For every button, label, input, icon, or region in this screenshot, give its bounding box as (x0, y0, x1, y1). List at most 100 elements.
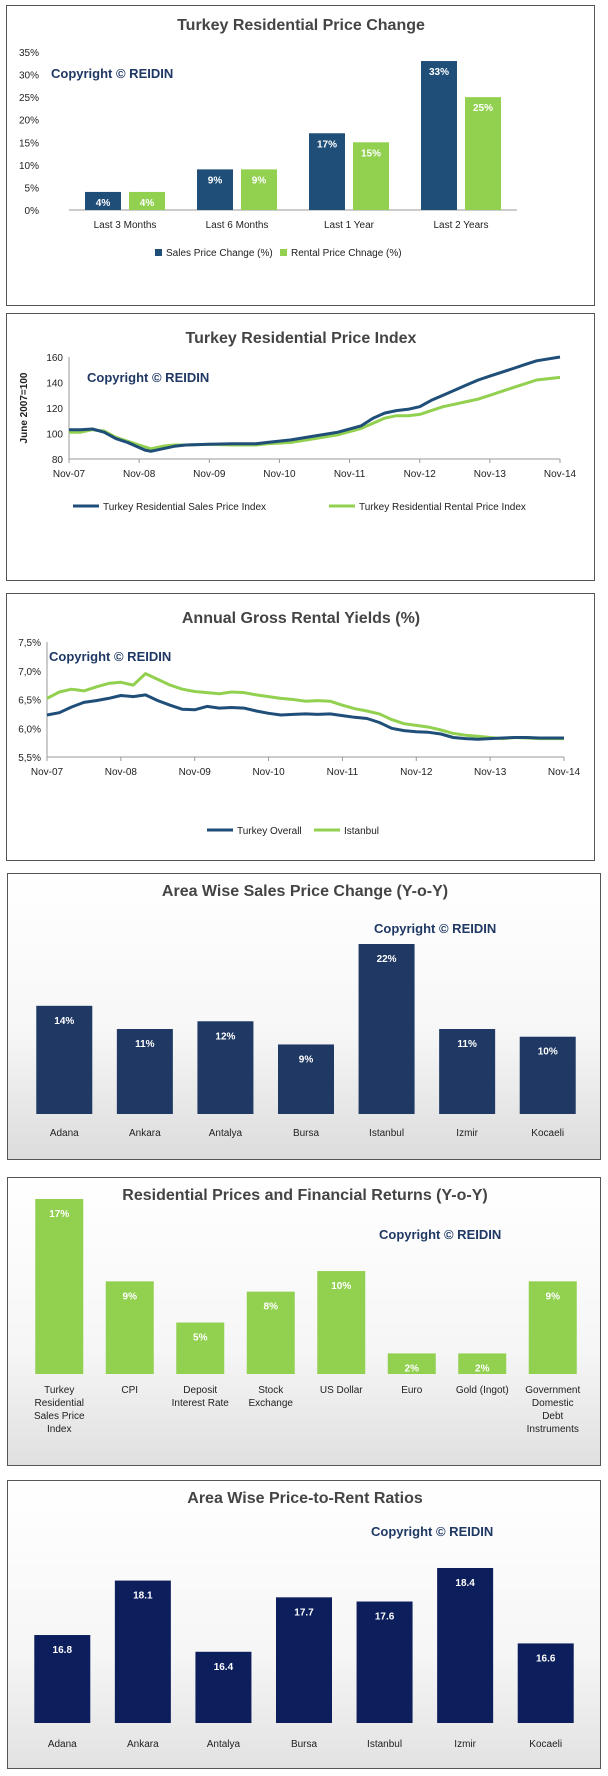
bar-data-label: 12% (215, 1031, 235, 1042)
bar (465, 97, 501, 210)
x-category-label: Adana (50, 1128, 79, 1139)
x-category-label: Adana (48, 1739, 77, 1750)
x-category-label: Government (525, 1385, 580, 1396)
x-category-label: Kocaeli (531, 1128, 564, 1139)
legend-label: Sales Price Change (%) (166, 248, 273, 259)
y-tick-label: 80 (52, 455, 64, 466)
x-tick-label: Nov-09 (179, 767, 212, 778)
y-tick-label: 35% (19, 48, 39, 59)
x-category-label: Turkey (44, 1385, 74, 1396)
x-category-label: US Dollar (320, 1385, 363, 1396)
series-line (46, 693, 564, 741)
bar (517, 1643, 574, 1723)
legend-swatch (280, 249, 287, 256)
x-category-label: Antalya (209, 1128, 243, 1139)
x-tick-label: Nov-13 (474, 469, 507, 480)
bar-data-label: 15% (361, 148, 381, 159)
bar-data-label: 5% (193, 1333, 208, 1344)
bar (356, 1601, 413, 1723)
x-tick-label: Nov-14 (544, 469, 577, 480)
bar (353, 142, 389, 210)
legend-label: Turkey Overall (237, 826, 302, 837)
bar-data-label: 10% (538, 1047, 558, 1058)
bar (439, 1029, 496, 1114)
legend-label: Istanbul (344, 826, 379, 837)
financial-returns-chart: Residential Prices and Financial Returns… (34, 1187, 581, 1435)
price-index-chart-panel: Turkey Residential Price Index Copyright … (6, 313, 595, 581)
x-category-label: Izmir (454, 1739, 476, 1750)
series-line (46, 672, 564, 741)
y-axis-label: June 2007=100 (19, 372, 30, 443)
bar-data-label: 17.6 (375, 1612, 395, 1623)
x-tick-label: Nov-14 (548, 767, 581, 778)
bar-data-label: 8% (264, 1302, 279, 1313)
bar (358, 944, 415, 1114)
copyright-label: Copyright © REIDIN (379, 1227, 501, 1242)
x-tick-label: Nov-11 (327, 767, 359, 778)
bar (528, 1281, 577, 1374)
area-sales-change-chart-panel: Area Wise Sales Price Change (Y-o-Y) Copy… (7, 873, 601, 1160)
chart-title: Residential Prices and Financial Returns… (122, 1187, 487, 1204)
x-category-label: Last 6 Months (206, 220, 269, 231)
bar-data-label: 33% (429, 67, 449, 78)
x-category-label: Bursa (293, 1128, 320, 1139)
bar (317, 1271, 366, 1374)
x-category-label: Debt (542, 1411, 563, 1422)
x-category-label: Last 1 Year (324, 220, 375, 231)
bar (246, 1291, 295, 1374)
x-category-label: Interest Rate (172, 1398, 230, 1409)
x-tick-label: Nov-07 (53, 469, 86, 480)
x-category-label: Stock (258, 1385, 284, 1396)
x-tick-label: Nov-08 (105, 767, 138, 778)
price-to-rent-chart-panel: Area Wise Price-to-Rent Ratios Copyright … (7, 1480, 601, 1769)
bar-data-label: 16.8 (53, 1645, 73, 1656)
bar-data-label: 9% (299, 1054, 314, 1065)
x-category-label: Sales Price (34, 1411, 85, 1422)
y-tick-label: 5% (25, 183, 40, 194)
bar (116, 1029, 173, 1114)
bar-data-label: 18.4 (455, 1578, 475, 1589)
bar (241, 169, 277, 210)
bar-data-label: 14% (54, 1016, 74, 1027)
y-tick-label: 100 (46, 430, 63, 441)
bar (34, 1635, 91, 1723)
chart-title: Area Wise Sales Price Change (Y-o-Y) (162, 883, 448, 900)
x-category-label: Index (47, 1424, 71, 1435)
x-tick-label: Nov-10 (263, 469, 296, 480)
bar (176, 1322, 225, 1374)
bar (197, 169, 233, 210)
copyright-label: Copyright © REIDIN (371, 1524, 493, 1539)
bar-data-label: 16.6 (536, 1653, 556, 1664)
x-category-label: Ankara (129, 1128, 161, 1139)
legend-label: Rental Price Chnage (%) (291, 248, 402, 259)
y-tick-label: 160 (46, 353, 63, 364)
bar-data-label: 10% (331, 1281, 351, 1292)
bar-data-label: 2% (405, 1363, 420, 1374)
x-tick-label: Nov-07 (31, 767, 64, 778)
bar-data-label: 17.7 (294, 1607, 314, 1618)
bar (85, 191, 121, 210)
copyright-label: Copyright © REIDIN (49, 649, 171, 664)
series-line (69, 355, 561, 453)
x-category-label: Euro (401, 1385, 423, 1396)
y-tick-label: 140 (46, 379, 63, 390)
bar (387, 1353, 436, 1374)
x-category-label: Istanbul (369, 1128, 404, 1139)
legend-label: Turkey Residential Sales Price Index (103, 502, 266, 513)
bar-data-label: 17% (317, 139, 337, 150)
x-tick-label: Nov-12 (404, 469, 437, 480)
price-change-chart: Turkey Residential Price Change 0% 5% 10% 15… (19, 17, 517, 259)
y-tick-label: 6,0% (18, 724, 41, 735)
bar (278, 1044, 334, 1114)
y-tick-label: 120 (46, 404, 63, 415)
bar-data-label: 2% (475, 1363, 490, 1374)
bar-data-label: 9% (208, 175, 223, 186)
bar (437, 1568, 494, 1723)
bar (309, 133, 345, 210)
x-category-label: Deposit (183, 1385, 217, 1396)
bar-data-label: 11% (457, 1039, 477, 1050)
y-tick-label: 6,5% (18, 696, 41, 707)
bar-data-label: 4% (96, 198, 111, 209)
x-category-label: CPI (121, 1385, 138, 1396)
bar (105, 1281, 154, 1374)
